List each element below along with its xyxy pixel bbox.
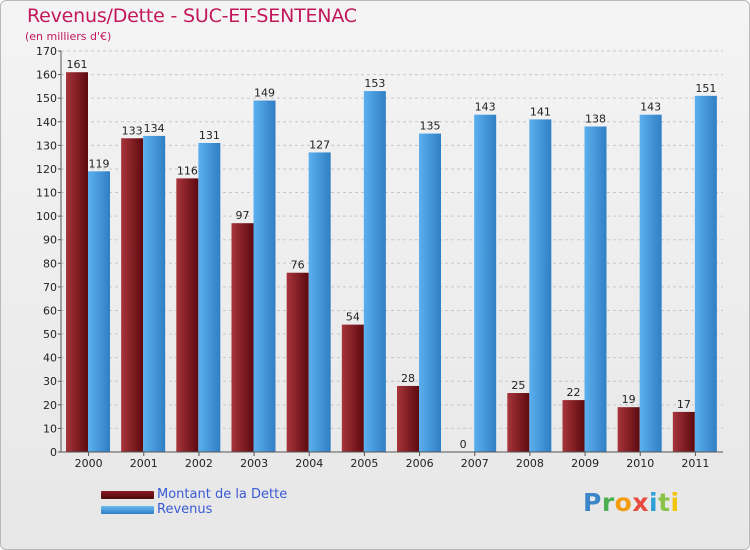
x-tick-label: 2009 [571, 457, 599, 470]
x-tick-label: 2001 [130, 457, 158, 470]
chart-subtitle: (en milliers d'€) [25, 30, 112, 43]
data-label-revenus: 141 [530, 105, 551, 118]
y-tick-label: 140 [36, 116, 57, 129]
data-label-dette: 17 [677, 398, 691, 411]
bar-dette [341, 324, 364, 452]
bar-revenus [529, 119, 552, 452]
y-tick-label: 70 [43, 281, 57, 294]
y-tick-label: 40 [43, 352, 57, 365]
y-tick-label: 120 [36, 163, 57, 176]
legend-label-dette: Montant de la Dette [157, 487, 288, 502]
data-label-revenus: 143 [475, 101, 496, 114]
y-tick-label: 30 [43, 375, 57, 388]
legend-item-dette: Montant de la Dette [101, 487, 287, 502]
data-label-revenus: 138 [585, 112, 606, 125]
x-tick-label: 2000 [75, 457, 103, 470]
y-tick-label: 0 [50, 446, 57, 459]
bar-dette [176, 178, 199, 452]
bar-revenus [584, 126, 607, 452]
bar-revenus [308, 152, 331, 452]
y-tick-label: 160 [36, 69, 57, 82]
data-label-dette: 76 [291, 259, 305, 272]
data-label-dette: 19 [622, 393, 636, 406]
legend-swatch-revenus [101, 505, 154, 514]
bar-dette [397, 385, 419, 452]
data-label-dette: 25 [511, 379, 525, 392]
data-label-dette: 22 [567, 386, 581, 399]
bar-dette [286, 272, 309, 452]
bar-revenus [253, 100, 276, 453]
chart-title: Revenus/Dette - SUC-ET-SENTENAC [27, 5, 357, 27]
y-tick-label: 10 [43, 422, 57, 435]
x-tick-label: 2005 [350, 457, 378, 470]
x-tick-label: 2006 [406, 457, 434, 470]
legend-swatch-dette [101, 490, 154, 499]
bar-revenus [88, 171, 110, 453]
data-label-revenus: 134 [144, 122, 165, 135]
legend-item-revenus: Revenus [101, 502, 287, 517]
data-label-revenus: 149 [254, 87, 275, 100]
y-tick-label: 60 [43, 304, 57, 317]
proxiti-logo: Proxiti [583, 488, 680, 517]
bar-dette [121, 138, 144, 452]
bar-revenus [474, 114, 497, 452]
y-tick-label: 80 [43, 257, 57, 270]
bar-dette [562, 400, 585, 452]
data-label-dette: 0 [460, 438, 467, 451]
y-tick-label: 100 [36, 210, 57, 223]
y-tick-label: 130 [36, 139, 57, 152]
data-label-dette: 28 [401, 372, 415, 385]
y-tick-label: 90 [43, 234, 57, 247]
bar-revenus [143, 135, 166, 452]
x-tick-label: 2004 [295, 457, 323, 470]
bar-dette [617, 407, 640, 452]
data-label-revenus: 153 [364, 77, 385, 90]
data-label-dette: 97 [236, 209, 250, 222]
x-tick-label: 2010 [626, 457, 654, 470]
data-label-revenus: 127 [309, 138, 330, 151]
x-tick-label: 2003 [240, 457, 268, 470]
x-tick-label: 2002 [185, 457, 213, 470]
legend: Montant de la Dette Revenus [101, 487, 287, 517]
bar-revenus [198, 142, 221, 452]
data-label-revenus: 119 [89, 157, 110, 170]
legend-label-revenus: Revenus [157, 502, 213, 517]
bar-dette [231, 223, 254, 452]
data-label-dette: 161 [67, 58, 88, 71]
data-label-dette: 116 [177, 164, 198, 177]
bar-revenus [694, 95, 717, 452]
y-tick-label: 170 [36, 45, 57, 58]
x-tick-label: 2007 [461, 457, 489, 470]
y-tick-label: 110 [36, 187, 57, 200]
y-tick-label: 20 [43, 399, 57, 412]
bar-revenus [363, 91, 386, 452]
data-label-revenus: 151 [695, 82, 716, 95]
data-label-dette: 54 [346, 311, 360, 324]
x-tick-label: 2011 [681, 457, 709, 470]
data-label-revenus: 131 [199, 129, 220, 142]
data-label-revenus: 143 [640, 101, 661, 114]
data-label-revenus: 135 [420, 120, 441, 133]
y-tick-label: 150 [36, 92, 57, 105]
bar-dette [672, 411, 695, 452]
bar-dette [66, 72, 88, 453]
bar-revenus [419, 133, 441, 452]
x-tick-label: 2008 [516, 457, 544, 470]
bar-revenus [639, 114, 662, 452]
data-label-dette: 133 [122, 124, 143, 137]
y-tick-label: 50 [43, 328, 57, 341]
bar-dette [507, 393, 530, 452]
